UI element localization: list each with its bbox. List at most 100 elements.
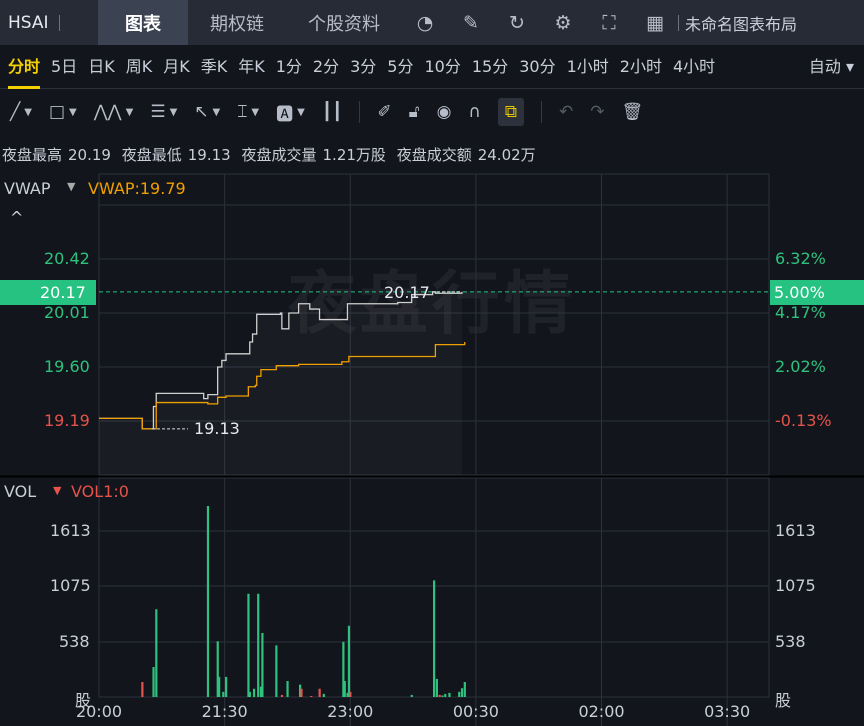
text-icon[interactable]: 🅰 ▼ (276, 104, 305, 125)
fullscreen-icon[interactable]: ⛶ (602, 11, 616, 34)
volume-bar (300, 688, 303, 697)
volume-bar (444, 693, 447, 697)
trash-icon[interactable]: 🗑︎ (621, 102, 644, 122)
magnet-icon[interactable]: ∩ (468, 102, 481, 122)
divider (58, 14, 60, 31)
indicator-name[interactable]: VWAP (4, 179, 51, 198)
period-1[interactable]: 5日 (51, 56, 78, 76)
period-0[interactable]: 分时 (8, 45, 41, 89)
volume-bar (216, 641, 219, 697)
period-10[interactable]: 5分 (387, 56, 414, 76)
volume-bar (155, 609, 158, 697)
x-tick: 23:00 (327, 702, 374, 721)
unlock-icon[interactable]: 🔓︎ (408, 102, 420, 122)
divider (541, 101, 543, 123)
vol1-value: VOL1:0 (71, 482, 129, 501)
period-9[interactable]: 3分 (350, 56, 377, 76)
volume-dropdown-icon[interactable]: ▼ (53, 484, 62, 497)
period-bar: 分时 5日 日K 周K 月K 季K 年K 1分 2分 3分 5分 10分 15分 30分 1小时 2小时 4小时… (0, 45, 864, 89)
collapse-chevron-icon[interactable]: ^ (10, 208, 24, 227)
night-session-info: 夜盘最高 20.19 夜盘最低 19.13 夜盘成交量 1.21万股 夜盘成交额 24.… (2, 144, 542, 165)
measure-icon[interactable]: ⌶ ▼ (237, 102, 260, 122)
period-16[interactable]: 4小时 (672, 56, 716, 76)
period-5[interactable]: 季K (200, 56, 228, 76)
divider (678, 14, 679, 31)
price-area (99, 292, 462, 475)
trendline-icon[interactable]: ╱ ▼ (10, 102, 32, 122)
vol-unit: 股 (775, 691, 792, 710)
volume-bar (463, 682, 466, 697)
high-label: 夜盘最高 (2, 146, 63, 164)
vol-tick: 1075 (50, 576, 91, 595)
volume-bar (349, 691, 352, 697)
pct-tick: 2.02% (775, 357, 826, 376)
volume-bar (435, 678, 438, 697)
period-8[interactable]: 2分 (312, 56, 340, 76)
pct-tick: -0.13% (775, 411, 832, 430)
candle-icon[interactable]: ┃┃ (321, 102, 343, 122)
pattern-icon[interactable]: ⋀⋀ ▼ (93, 102, 134, 122)
symbol-label: HSAI (8, 12, 49, 33)
high-value: 20.19 (68, 146, 111, 164)
period-15[interactable]: 2小时 (619, 56, 662, 76)
volume-bar (441, 695, 444, 697)
volume-bar (222, 691, 225, 697)
x-tick: 20:00 (75, 702, 123, 721)
volume-bar (347, 625, 351, 697)
low-value: 19.13 (187, 146, 231, 164)
volume-bar (310, 695, 313, 697)
indicator-dropdown-icon[interactable]: ▼ (67, 180, 76, 193)
volume-bar (275, 645, 278, 697)
period-14[interactable]: 1小时 (566, 56, 609, 76)
volume-bar (218, 676, 221, 697)
period-2[interactable]: 日K (88, 56, 115, 76)
amount-label: 夜盘成交额 (396, 146, 472, 164)
gear-icon[interactable]: ⚙ (554, 11, 572, 34)
refresh-icon[interactable]: ↻ (509, 11, 525, 34)
rectangle-icon[interactable]: □ ▼ (48, 102, 77, 122)
symbol[interactable]: HSAI (0, 13, 98, 33)
volume-bar (261, 632, 264, 697)
period-7[interactable]: 1分 (275, 56, 302, 76)
volume-bar (252, 688, 256, 697)
vol-tick: 538 (775, 632, 806, 651)
period-11[interactable]: 10分 (424, 56, 461, 76)
tab-chart[interactable]: 图表 (98, 0, 188, 45)
volume-indicator-name[interactable]: VOL (4, 482, 37, 501)
redo-icon[interactable]: ↷ (590, 102, 605, 122)
scale-mode-dropdown[interactable]: 自动 ▾ (808, 57, 854, 76)
low-marker: 19.13 (194, 419, 240, 438)
arrow-icon[interactable]: ↖ ▼ (194, 102, 221, 122)
volume-bar (410, 694, 413, 697)
period-3[interactable]: 周K (125, 56, 153, 76)
vol-unit: 股 (75, 691, 92, 710)
link-icon[interactable]: ⧉ (497, 98, 525, 126)
period-6[interactable]: 年K (238, 56, 265, 76)
volume-bar (286, 680, 289, 697)
volume-bar (259, 686, 263, 697)
layout-name[interactable]: 未命名图表布局 (685, 14, 798, 34)
fib-icon[interactable]: ☰ ▼ (150, 102, 178, 122)
undo-icon[interactable]: ↶ (559, 102, 574, 122)
period-13[interactable]: 30分 (519, 56, 556, 76)
edit-icon[interactable]: ✎ (463, 11, 479, 34)
period-4[interactable]: 月K (163, 56, 190, 76)
tab-profile[interactable]: 个股资料 (308, 13, 380, 35)
pencil-icon[interactable]: ✐ (377, 102, 392, 122)
current-price-badge: 20.17 (0, 280, 96, 305)
volume-bar (438, 694, 441, 697)
tab-options[interactable]: 期权链 (210, 13, 264, 35)
high-marker: 20.17 (384, 283, 430, 302)
volume-value: 1.21万股 (322, 146, 386, 164)
volume-bar (318, 688, 321, 697)
period-12[interactable]: 15分 (471, 56, 509, 76)
volume-bar (448, 692, 451, 697)
volume-bar (152, 667, 155, 697)
grid-icon[interactable]: ▦ (646, 11, 664, 34)
price-line (99, 291, 463, 430)
volume-bar (299, 684, 302, 697)
eye-icon[interactable]: ◉ (436, 102, 452, 122)
volume-bar (322, 693, 325, 697)
gauge-icon[interactable]: ◔ (416, 11, 434, 34)
